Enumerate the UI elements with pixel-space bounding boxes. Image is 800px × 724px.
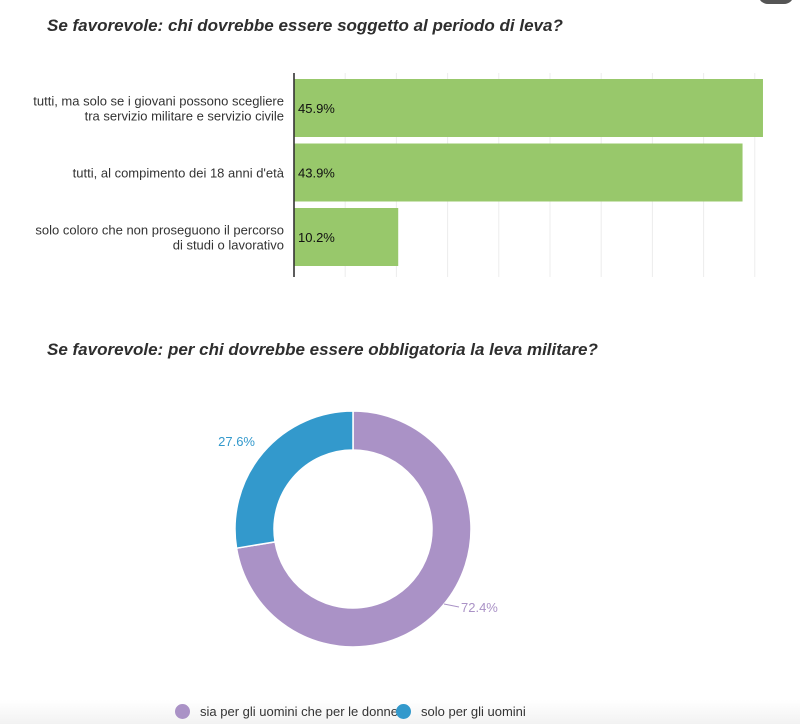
bar-category-label-1: tutti, al compimento dei 18 anni d'età bbox=[73, 166, 285, 181]
legend-label-both: sia per gli uomini che per le donne bbox=[200, 704, 399, 719]
legend-swatch-both bbox=[175, 704, 190, 719]
corner-avatar bbox=[758, 0, 794, 4]
donut-value-label-1: 27.6% bbox=[218, 434, 255, 449]
bar-value-label-1: 43.9% bbox=[298, 166, 335, 181]
bar-category-label-0: tutti, ma solo se i giovani possono sceg… bbox=[33, 94, 284, 109]
bar-category-label-2: solo coloro che non proseguono il percor… bbox=[35, 223, 284, 238]
donut-slice-0 bbox=[235, 410, 472, 648]
donut-slice-1 bbox=[234, 410, 354, 550]
legend-swatch-men bbox=[396, 704, 411, 719]
bar-chart-title: Se favorevole: chi dovrebbe essere sogge… bbox=[47, 16, 563, 35]
bar-category-label-0: tra servizio militare e servizio civile bbox=[85, 109, 284, 124]
donut-legend: sia per gli uomini che per le donne solo… bbox=[0, 700, 800, 724]
bar-value-label-2: 10.2% bbox=[298, 230, 335, 245]
legend-item-both[interactable]: sia per gli uomini che per le donne bbox=[175, 704, 398, 719]
bar-2 bbox=[294, 208, 399, 266]
donut-value-label-0: 72.4% bbox=[461, 600, 498, 615]
bar-0 bbox=[294, 79, 763, 137]
bar-value-label-0: 45.9% bbox=[298, 101, 335, 116]
bar-category-label-2: di studi o lavorativo bbox=[173, 238, 284, 253]
legend-label-men: solo per gli uomini bbox=[421, 704, 526, 719]
donut-leader-0 bbox=[443, 603, 460, 608]
donut-chart-title: Se favorevole: per chi dovrebbe essere o… bbox=[47, 340, 598, 359]
bar-1 bbox=[294, 143, 743, 202]
legend-item-men[interactable]: solo per gli uomini bbox=[396, 704, 526, 719]
charts-canvas: 45.9% tutti, ma solo se i giovani possono… bbox=[33, 73, 763, 648]
